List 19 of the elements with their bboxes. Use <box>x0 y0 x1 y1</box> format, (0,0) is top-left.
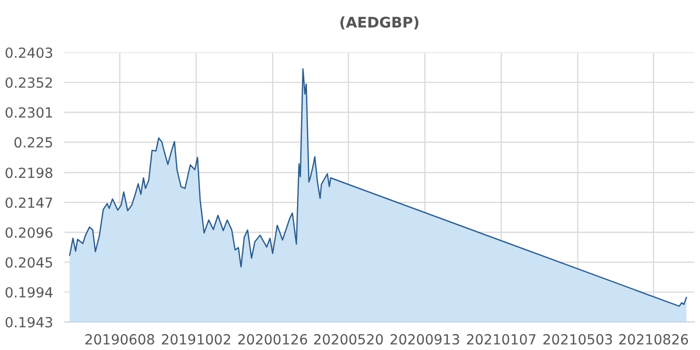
y-tick-label: 0.225 <box>14 137 52 148</box>
y-tick-label: 0.2045 <box>6 257 52 268</box>
y-tick-label: 0.2352 <box>6 77 52 88</box>
y-tick-label: 0.1994 <box>6 287 53 298</box>
x-tick-label: 20210826 <box>619 334 688 345</box>
x-tick-label: 20190608 <box>85 334 154 345</box>
y-tick-label: 0.2198 <box>6 168 52 178</box>
y-tick-label: 0.2147 <box>6 197 52 208</box>
x-tick-label: 20200520 <box>314 334 383 345</box>
x-tick-label: 20200913 <box>390 334 460 345</box>
y-tick-label: 0.2096 <box>6 227 52 238</box>
chart-title: (AEDGBP) <box>340 16 418 30</box>
x-tick-label: 20210107 <box>466 334 536 345</box>
x-tick-label: 20210503 <box>543 334 612 345</box>
x-tick-label: 20191002 <box>162 334 230 345</box>
y-tick-label: 0.1943 <box>6 316 52 328</box>
y-tick-label: 0.2301 <box>6 107 52 118</box>
x-tick-label: 20200126 <box>238 334 308 345</box>
y-tick-label: 0.2403 <box>6 47 52 58</box>
